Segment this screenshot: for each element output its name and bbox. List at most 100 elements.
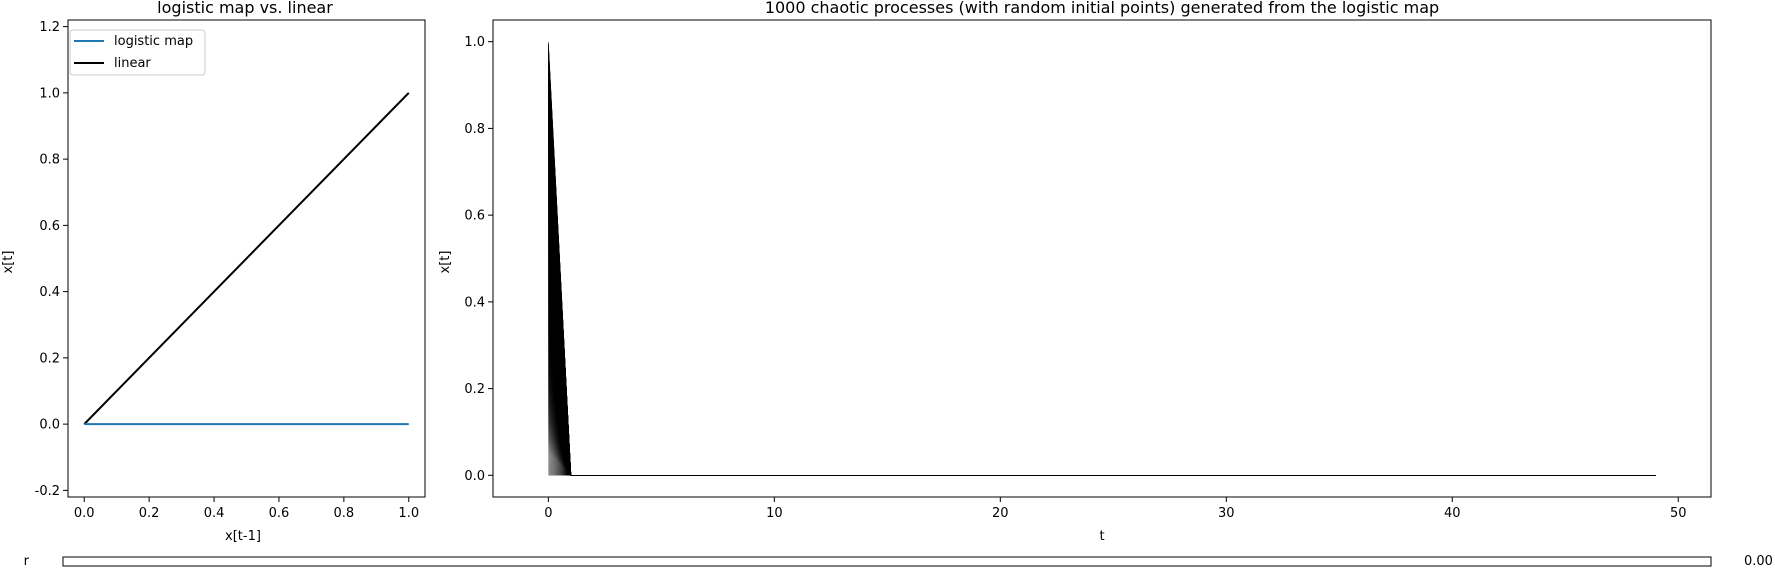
process-line — [548, 286, 1656, 476]
process-line — [548, 174, 1656, 476]
process-line — [548, 282, 1656, 476]
process-line — [548, 154, 1656, 476]
process-line — [548, 199, 1656, 476]
process-line — [548, 143, 1656, 476]
x-tick-label: 50 — [1670, 506, 1687, 521]
process-line — [548, 116, 1656, 476]
y-tick-label: 1.0 — [464, 35, 485, 50]
y-tick-label: 0.2 — [39, 351, 60, 366]
process-line — [548, 261, 1656, 476]
process-line — [548, 378, 1656, 476]
process-line — [548, 77, 1656, 476]
process-line — [548, 96, 1656, 476]
process-line — [548, 460, 1656, 476]
process-line — [548, 413, 1656, 476]
process-line — [548, 352, 1656, 476]
process-line — [548, 333, 1656, 476]
process-line — [548, 327, 1656, 476]
process-line — [548, 146, 1656, 476]
process-line — [548, 347, 1656, 476]
process-line — [548, 407, 1656, 476]
process-line — [548, 175, 1656, 476]
process-line — [548, 259, 1656, 476]
process-line — [548, 292, 1656, 476]
process-line — [548, 436, 1656, 476]
process-line — [548, 62, 1656, 476]
process-line — [548, 219, 1656, 476]
process-line — [548, 274, 1656, 476]
process-line — [548, 432, 1656, 476]
process-line — [548, 44, 1656, 476]
process-line — [548, 174, 1656, 476]
process-line — [548, 55, 1656, 476]
process-line — [548, 280, 1656, 476]
process-line — [548, 349, 1656, 476]
process-line — [548, 389, 1656, 476]
process-line — [548, 186, 1656, 476]
process-line — [548, 346, 1656, 476]
process-line — [548, 406, 1656, 476]
process-line — [548, 315, 1656, 476]
x-tick-label: 0.8 — [334, 506, 355, 521]
process-line — [548, 295, 1656, 476]
process-line — [548, 341, 1656, 476]
r-slider[interactable]: r 0.00 — [24, 554, 1773, 569]
process-line — [548, 315, 1656, 476]
process-line — [548, 115, 1656, 476]
process-line — [548, 112, 1656, 476]
process-line — [548, 385, 1656, 476]
process-line — [548, 49, 1656, 476]
process-line — [548, 319, 1656, 476]
process-line — [548, 462, 1656, 476]
process-line — [548, 325, 1656, 476]
process-line — [548, 439, 1656, 476]
process-line — [548, 126, 1656, 476]
process-line — [548, 401, 1656, 476]
process-line — [548, 248, 1656, 476]
process-line — [548, 82, 1656, 476]
process-line — [548, 84, 1656, 476]
y-tick-label: 0.0 — [464, 469, 485, 484]
process-line — [548, 231, 1656, 476]
process-line — [548, 110, 1656, 476]
process-line — [548, 182, 1656, 476]
process-line — [548, 403, 1656, 476]
process-line — [548, 137, 1656, 476]
process-line — [548, 450, 1656, 476]
process-line — [548, 216, 1656, 476]
process-line — [548, 289, 1656, 476]
process-line — [548, 211, 1656, 476]
process-line — [548, 110, 1656, 476]
process-line — [548, 344, 1656, 476]
process-line — [548, 117, 1656, 476]
process-line — [548, 242, 1656, 476]
process-line — [548, 423, 1656, 476]
process-line — [548, 412, 1656, 476]
process-line — [548, 101, 1656, 476]
process-line — [548, 355, 1656, 476]
process-line — [548, 219, 1656, 476]
process-line — [548, 204, 1656, 476]
process-line — [548, 320, 1656, 476]
slider-track[interactable] — [62, 556, 1712, 567]
process-line — [548, 179, 1656, 476]
process-line — [548, 296, 1656, 476]
process-line — [548, 379, 1656, 476]
process-line — [548, 306, 1656, 476]
process-line — [548, 209, 1656, 476]
process-line — [548, 260, 1656, 476]
y-tick-label: 0.4 — [39, 285, 60, 300]
y-tick-label: 0.0 — [39, 418, 60, 433]
process-line — [548, 350, 1656, 476]
right-x-ticks: 0 10 20 30 40 50 — [544, 497, 1687, 521]
process-line — [548, 130, 1656, 476]
process-line — [548, 444, 1656, 476]
process-line — [548, 286, 1656, 476]
process-line — [548, 173, 1656, 476]
process-line — [548, 458, 1656, 476]
process-line — [548, 383, 1656, 476]
process-line — [548, 395, 1656, 476]
process-line — [548, 447, 1656, 476]
process-line — [548, 313, 1656, 476]
process-line — [548, 92, 1656, 476]
